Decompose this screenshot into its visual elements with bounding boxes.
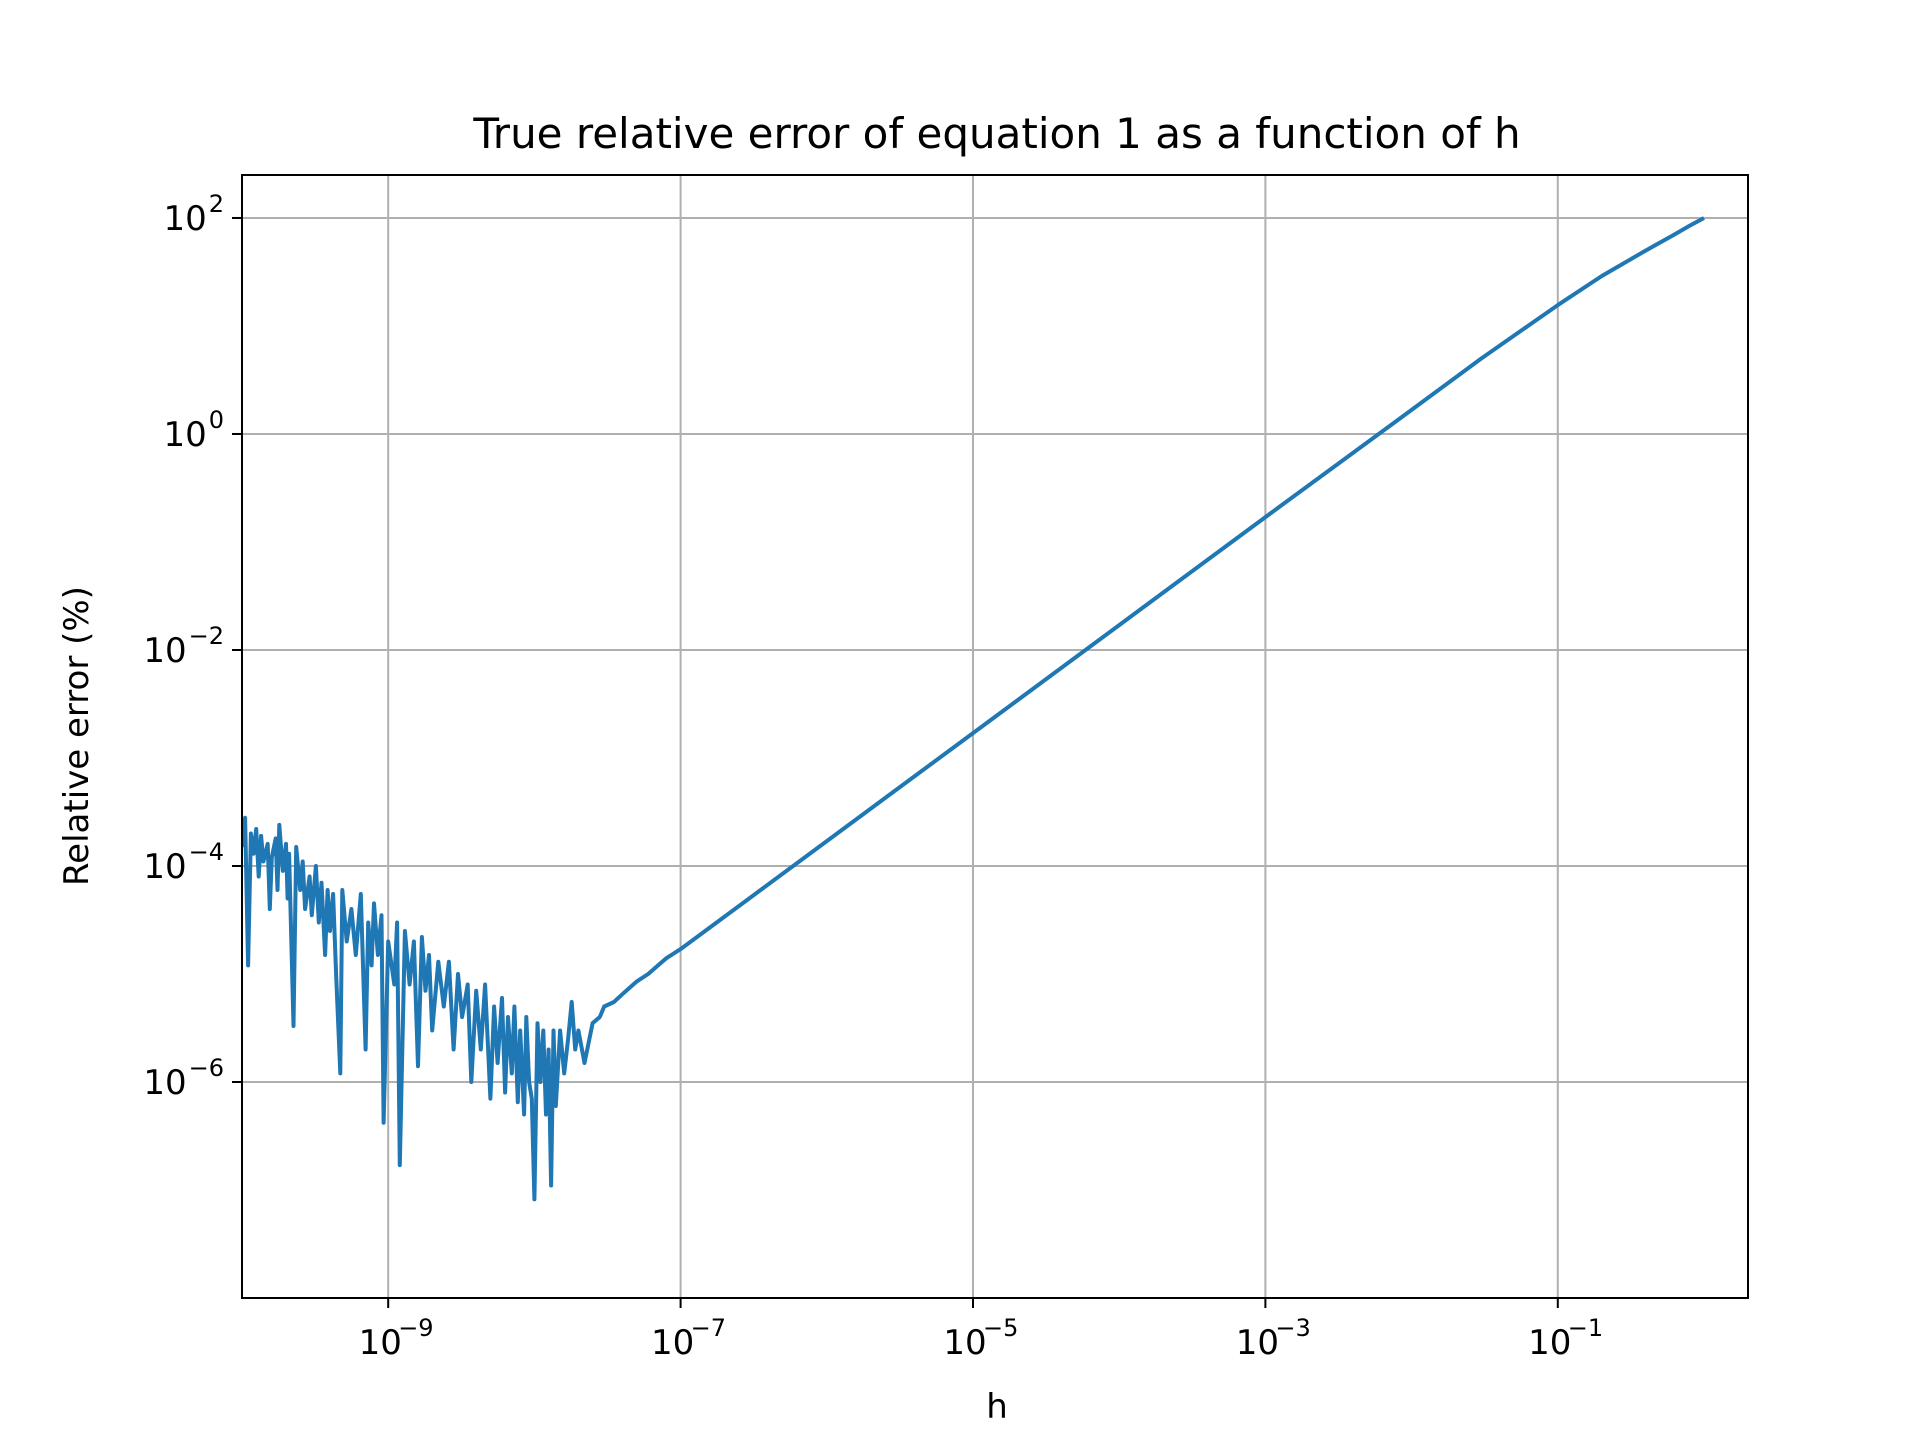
y-tick-label: −610	[143, 1054, 224, 1103]
x-tick-exponent: −3	[1275, 1314, 1310, 1342]
x-tick-label: 10−3	[1236, 1314, 1311, 1363]
x-tick-exponent: −1	[1568, 1314, 1603, 1342]
y-tick-base: 10	[143, 1063, 186, 1103]
series-line	[242, 216, 1705, 1202]
x-tick-base: 10	[1236, 1323, 1279, 1363]
chart-title: True relative error of equation 1 as a f…	[472, 109, 1520, 158]
y-tick-exponent: −4	[189, 838, 224, 866]
y-tick-base: 10	[163, 199, 206, 239]
x-tick-base: 10	[1528, 1323, 1571, 1363]
x-tick-base: 10	[651, 1323, 694, 1363]
y-tick-label: 010	[163, 406, 224, 455]
y-tick-base: 10	[163, 415, 206, 455]
y-tick-label: −410	[143, 838, 224, 887]
x-axis-label: h	[986, 1387, 1008, 1427]
series-layer	[242, 216, 1705, 1202]
y-axis-label: Relative error (%)	[57, 586, 97, 886]
x-tick-exponent: −5	[983, 1314, 1018, 1342]
grid	[242, 175, 1748, 1298]
x-tick-label: 10−1	[1528, 1314, 1603, 1363]
y-tick-base: 10	[143, 847, 186, 887]
x-tick-label: 10−9	[359, 1314, 434, 1363]
x-tick-base: 10	[943, 1323, 986, 1363]
x-tick-exponent: −9	[398, 1314, 433, 1342]
plot-frame	[241, 174, 1749, 1299]
y-tick-label: −210	[143, 622, 224, 671]
x-tick-base: 10	[359, 1323, 402, 1363]
x-tick-label: 10−7	[651, 1314, 726, 1363]
y-tick-base: 10	[143, 631, 186, 671]
x-tick-label: 10−5	[943, 1314, 1018, 1363]
y-tick-exponent: −6	[189, 1054, 224, 1082]
x-tick-exponent: −7	[691, 1314, 726, 1342]
y-tick-exponent: 0	[209, 406, 224, 434]
y-tick-exponent: 2	[209, 190, 224, 218]
y-tick-label: 210	[163, 190, 224, 239]
y-tick-exponent: −2	[189, 622, 224, 650]
